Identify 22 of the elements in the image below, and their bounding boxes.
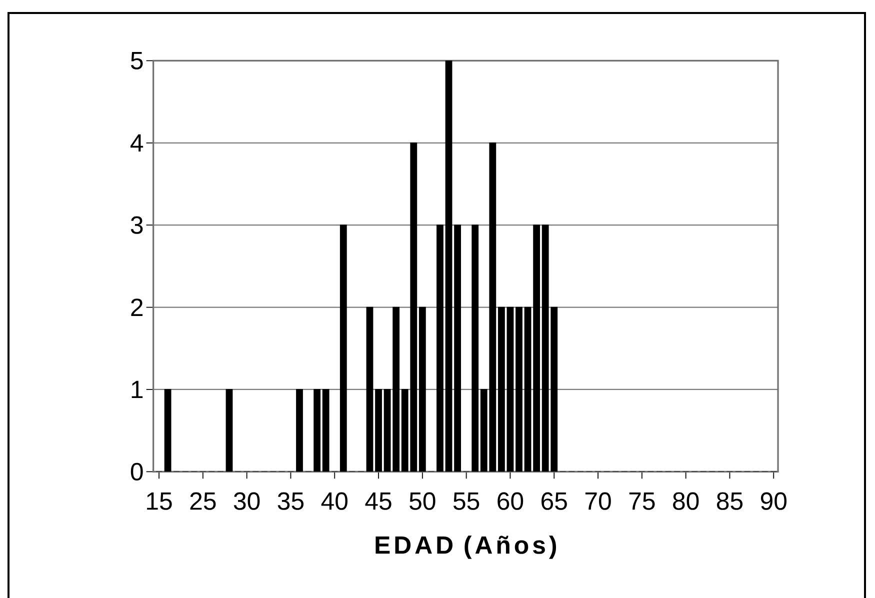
y-tick-label: 1: [132, 380, 143, 398]
y-tick-label: 4: [130, 134, 144, 152]
x-tick-label: 50: [410, 492, 436, 510]
x-tick-label: 80: [673, 492, 699, 510]
y-tick-label: 2: [131, 298, 143, 316]
x-tick-label: 25: [190, 492, 216, 510]
x-axis-title: EDAD (Años): [376, 536, 556, 559]
x-tick-label: 45: [365, 492, 392, 510]
x-tick-label: 60: [498, 492, 524, 510]
x-tick-label: 55: [453, 492, 480, 510]
y-tick-label: 3: [130, 216, 143, 234]
x-tick-label: 90: [760, 492, 786, 510]
x-tick-label: 75: [629, 492, 655, 510]
x-tick-label: 70: [585, 492, 611, 510]
x-tick-label: 30: [234, 492, 260, 510]
x-tick-label: 15: [147, 492, 172, 510]
y-tick-label: 0: [130, 462, 143, 481]
x-tick-label: 40: [321, 492, 348, 510]
x-tick-label: 85: [716, 492, 743, 510]
x-tick-label: 65: [542, 492, 567, 510]
y-tick-label: 5: [130, 52, 143, 70]
x-tick-label: 35: [278, 492, 304, 510]
